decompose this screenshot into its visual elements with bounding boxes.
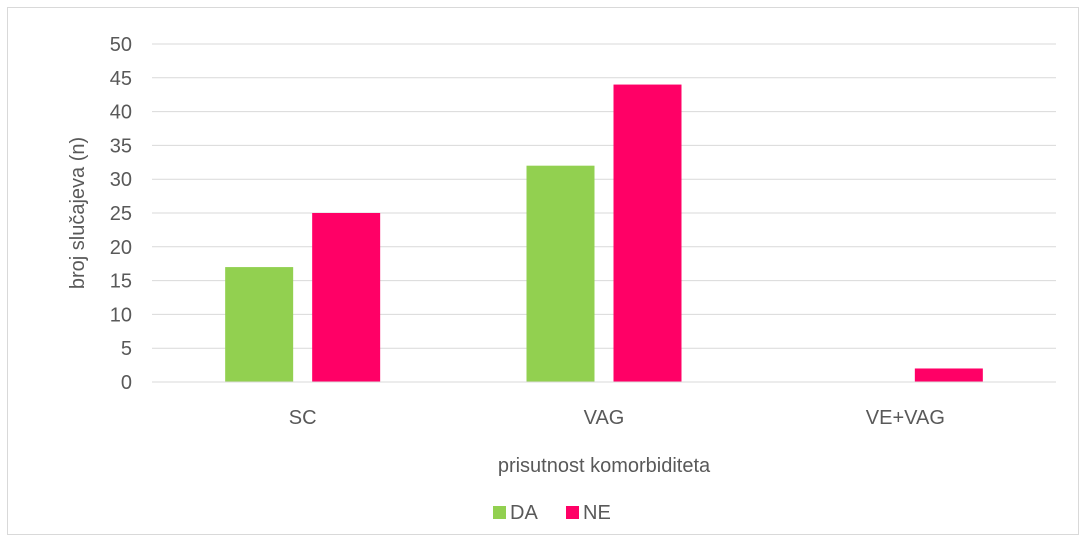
- legend-label-ne: NE: [583, 502, 611, 524]
- y-axis-title: broj slučajeva (n): [67, 137, 89, 289]
- bar-ne-ve-vag: [914, 368, 983, 382]
- y-tick-label: 25: [110, 203, 132, 225]
- y-tick-label: 30: [110, 169, 132, 191]
- bar-da-vag: [526, 165, 595, 382]
- y-tick-labels: 0 5 10 15 20 25 30 35 40 45 50: [110, 34, 132, 394]
- bar-ne-vag: [613, 84, 682, 382]
- x-axis-title: prisutnost komorbiditeta: [498, 455, 711, 477]
- bar-ne-sc: [312, 213, 381, 382]
- bars: [225, 84, 983, 382]
- y-tick-label: 5: [121, 338, 132, 360]
- y-tick-label: 45: [110, 68, 132, 90]
- gridlines: [152, 43, 1056, 349]
- x-tick-labels: SC VAG VE+VAG: [289, 407, 945, 429]
- bar-da-sc: [225, 267, 294, 382]
- y-tick-label: 15: [110, 271, 132, 293]
- legend-swatch-da: [493, 506, 506, 519]
- y-tick-label: 20: [110, 237, 132, 259]
- x-tick-label: VAG: [584, 407, 625, 429]
- legend-swatch-ne: [566, 506, 579, 519]
- y-tick-label: 35: [110, 135, 132, 157]
- y-tick-label: 50: [110, 34, 132, 56]
- y-tick-label: 40: [110, 102, 132, 124]
- legend: DA NE: [493, 502, 611, 524]
- legend-label-da: DA: [510, 502, 538, 524]
- x-tick-label: VE+VAG: [866, 407, 945, 429]
- y-tick-label: 0: [121, 372, 132, 394]
- x-tick-label: SC: [289, 407, 317, 429]
- y-tick-label: 10: [110, 304, 132, 326]
